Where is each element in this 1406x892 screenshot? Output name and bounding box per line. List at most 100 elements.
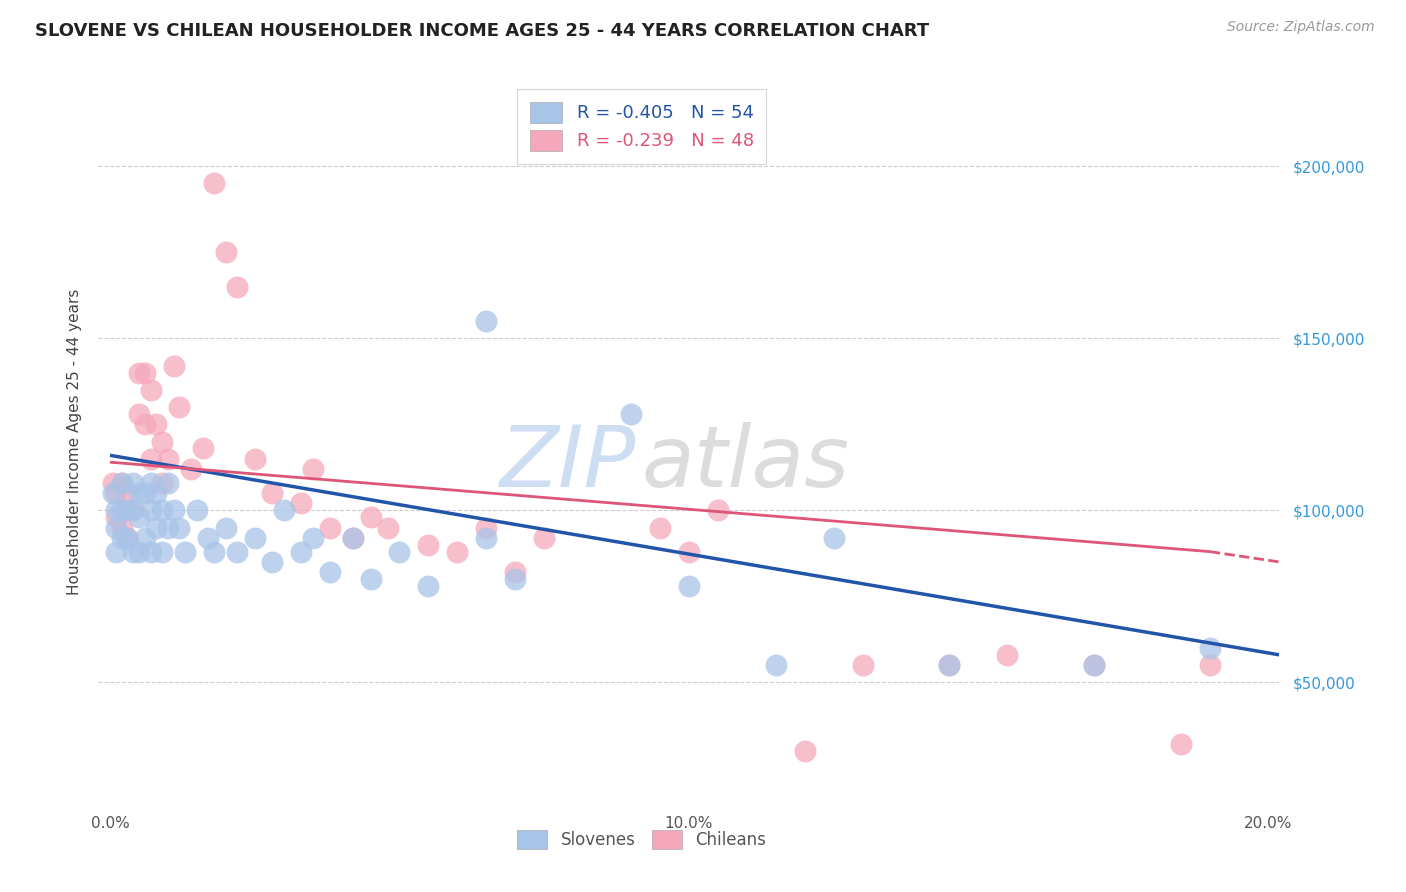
Point (139, 544, 162, 558)
Point (156, 520, 179, 534)
Point (163, 503, 186, 517)
Point (648, 520, 671, 534)
Point (145, 486, 167, 500)
Point (678, 544, 700, 558)
Point (117, 486, 139, 500)
Point (1199, 640, 1222, 655)
Point (319, 566, 342, 580)
Point (360, 510, 382, 524)
Point (475, 520, 498, 534)
Point (418, 579, 440, 593)
Point (243, 531, 266, 545)
Point (995, 648, 1018, 662)
Point (290, 544, 312, 558)
Point (104, 510, 127, 524)
Point (823, 531, 845, 545)
Point (475, 531, 498, 545)
Point (475, 314, 498, 328)
Point (533, 531, 555, 545)
Point (342, 531, 364, 545)
Point (377, 520, 399, 534)
Point (301, 462, 323, 476)
Point (226, 279, 249, 293)
Point (226, 544, 249, 558)
Point (139, 475, 162, 490)
Point (122, 503, 145, 517)
Point (128, 544, 150, 558)
Text: Source: ZipAtlas.com: Source: ZipAtlas.com (1227, 20, 1375, 34)
Point (139, 503, 162, 517)
Point (186, 503, 208, 517)
Point (128, 407, 150, 421)
Point (150, 503, 173, 517)
Point (938, 658, 960, 673)
Point (388, 544, 411, 558)
Point (110, 503, 132, 517)
Point (360, 572, 382, 586)
Point (319, 520, 342, 534)
Point (145, 417, 167, 432)
Point (117, 531, 139, 545)
Point (262, 486, 284, 500)
Point (104, 503, 127, 517)
Point (101, 475, 124, 490)
Point (262, 555, 284, 569)
Text: SLOVENE VS CHILEAN HOUSEHOLDER INCOME AGES 25 - 44 YEARS CORRELATION CHART: SLOVENE VS CHILEAN HOUSEHOLDER INCOME AG… (35, 22, 929, 40)
Point (301, 531, 323, 545)
Point (938, 658, 960, 673)
Point (122, 475, 145, 490)
Point (156, 451, 179, 466)
Point (139, 451, 162, 466)
Point (117, 503, 139, 517)
Point (215, 245, 238, 260)
Point (174, 544, 197, 558)
Point (446, 544, 468, 558)
Point (104, 486, 127, 500)
Text: atlas: atlas (641, 422, 849, 505)
Point (104, 520, 127, 534)
Point (134, 366, 156, 380)
Point (117, 531, 139, 545)
Point (1083, 658, 1105, 673)
Point (134, 486, 156, 500)
Point (197, 531, 219, 545)
Legend: Slovenes, Chileans: Slovenes, Chileans (510, 823, 773, 856)
Point (243, 451, 266, 466)
Point (503, 566, 526, 580)
Text: ZIP: ZIP (499, 422, 636, 505)
Point (104, 544, 127, 558)
Point (290, 496, 312, 510)
Point (503, 572, 526, 586)
Point (122, 503, 145, 517)
Point (765, 658, 787, 673)
Point (128, 510, 150, 524)
Point (202, 177, 225, 191)
Y-axis label: Householder Income Ages 25 - 44 years: Householder Income Ages 25 - 44 years (66, 288, 82, 595)
Point (122, 544, 145, 558)
Point (1199, 658, 1222, 673)
Point (620, 407, 643, 421)
Point (101, 486, 124, 500)
Point (169, 520, 191, 534)
Point (418, 538, 440, 552)
Point (110, 475, 132, 490)
Point (215, 520, 238, 534)
Point (202, 544, 225, 558)
Point (180, 462, 202, 476)
Point (134, 531, 156, 545)
Point (150, 475, 173, 490)
Point (852, 658, 875, 673)
Point (191, 442, 214, 456)
Point (1083, 658, 1105, 673)
Point (342, 531, 364, 545)
Point (793, 744, 815, 758)
Point (150, 434, 173, 449)
Point (110, 531, 132, 545)
Point (163, 359, 186, 373)
Point (145, 520, 167, 534)
Point (110, 475, 132, 490)
Point (134, 417, 156, 432)
Point (273, 503, 295, 517)
Point (707, 503, 730, 517)
Point (128, 366, 150, 380)
